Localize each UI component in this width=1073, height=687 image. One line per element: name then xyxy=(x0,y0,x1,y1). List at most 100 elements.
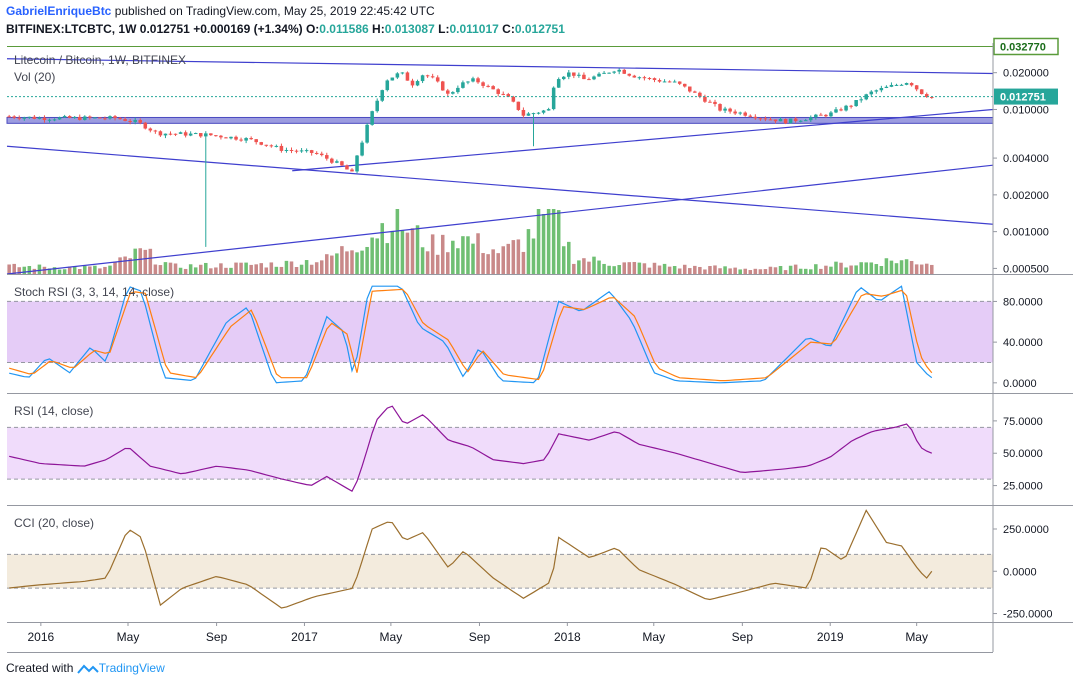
volume-bar xyxy=(677,268,682,274)
volume-bar xyxy=(713,265,717,274)
footer: Created with TradingView xyxy=(6,661,165,675)
candle-body xyxy=(98,117,102,119)
volume-bar xyxy=(335,253,339,274)
candle-body xyxy=(592,76,596,80)
volume-bar xyxy=(365,246,369,274)
candle-body xyxy=(405,72,410,81)
volume-bar xyxy=(7,264,11,274)
candle-body xyxy=(526,113,531,116)
volume-bar xyxy=(380,223,385,274)
volume-bar xyxy=(244,262,248,274)
candle-body xyxy=(723,108,727,111)
candle-body xyxy=(879,87,884,91)
volume-bar xyxy=(879,266,884,274)
volume-bar xyxy=(395,209,400,274)
time-tick-label: May xyxy=(642,630,665,644)
candle-body xyxy=(269,145,274,147)
candle-body xyxy=(919,89,924,95)
volume-bar xyxy=(229,267,233,274)
candle-body xyxy=(118,118,122,120)
time-tick-label: Sep xyxy=(732,630,754,644)
time-tick-label: May xyxy=(905,630,928,644)
candle-body xyxy=(239,139,243,141)
candle-body xyxy=(748,115,753,117)
last-price-label: 0.012751 xyxy=(1000,92,1046,104)
chart-canvas[interactable]: 0.020000 0.010000 0.004000 0.002000 0.001000… xyxy=(0,0,1073,660)
candle-body xyxy=(632,75,637,78)
volume-bar xyxy=(864,262,869,274)
volume-bar xyxy=(173,263,178,274)
time-tick-label: Sep xyxy=(206,630,228,644)
candle-body xyxy=(667,81,672,83)
candle-body xyxy=(178,132,183,134)
price-change: +0.000169 (+1.34%) xyxy=(193,22,303,36)
tradingview-brand[interactable]: TradingView xyxy=(98,661,165,675)
candle-body xyxy=(234,136,238,140)
volume-bar xyxy=(198,264,203,274)
volume-bar xyxy=(108,265,112,274)
candle-body xyxy=(798,120,803,122)
candle-body xyxy=(516,101,521,110)
candle-body xyxy=(335,161,339,163)
volume-bar xyxy=(798,268,803,274)
volume-bar xyxy=(239,262,243,274)
candle-body xyxy=(62,116,67,118)
volume-bar xyxy=(738,269,742,274)
volume-bar xyxy=(420,247,425,274)
volume-bar xyxy=(809,269,813,274)
volume-legend: Vol (20) xyxy=(14,70,55,84)
author-link[interactable]: GabrielEnriqueBtc xyxy=(6,4,112,18)
volume-bar xyxy=(178,267,183,274)
price-tick-label: 0.001000 xyxy=(1003,227,1049,239)
volume-bar xyxy=(506,243,511,274)
indicator-band xyxy=(7,427,993,480)
volume-bar xyxy=(884,258,889,274)
candle-body xyxy=(874,90,879,92)
indicator-tick-label: 0.0000 xyxy=(1003,566,1037,578)
candle-body xyxy=(809,117,813,121)
volume-bar xyxy=(274,266,279,274)
volume-bar xyxy=(698,266,702,274)
candle-body xyxy=(430,76,435,78)
volume-bar xyxy=(733,267,737,274)
candle-body xyxy=(889,84,894,87)
candle-body xyxy=(158,131,163,136)
volume-bar xyxy=(345,251,349,274)
candle-body xyxy=(803,120,808,122)
publish-text: published on TradingView.com, May 25, 20… xyxy=(111,4,435,18)
candle-body xyxy=(219,135,223,138)
close-value: 0.012751 xyxy=(514,22,565,36)
ath-price-label: 0.032770 xyxy=(1000,41,1046,53)
candle-body xyxy=(279,145,284,151)
volume-bar xyxy=(410,228,415,274)
candle-body xyxy=(622,69,627,74)
candle-body xyxy=(869,91,874,95)
volume-bar xyxy=(214,267,218,274)
volume-bar xyxy=(763,269,768,274)
candle-body xyxy=(672,81,677,83)
candle-body xyxy=(914,85,919,90)
volume-bar xyxy=(22,266,27,274)
candle-body xyxy=(496,89,500,94)
candle-body xyxy=(17,117,22,119)
volume-bar xyxy=(612,266,616,274)
candle-body xyxy=(319,153,324,156)
volume-bar xyxy=(501,246,506,274)
volume-bar xyxy=(188,264,193,274)
candle-body xyxy=(88,116,92,118)
candle-body xyxy=(536,112,541,114)
candle-body xyxy=(113,116,117,119)
volume-bar xyxy=(98,268,102,274)
candle-body xyxy=(93,117,97,119)
volume-bar xyxy=(360,250,364,274)
volume-bar xyxy=(561,246,566,274)
candle-body xyxy=(642,77,647,79)
volume-bar xyxy=(521,251,526,274)
candle-body xyxy=(380,90,385,101)
publish-info: GabrielEnriqueBtc published on TradingVi… xyxy=(6,4,435,18)
volume-bar xyxy=(446,252,450,274)
candle-body xyxy=(561,76,566,80)
volume-bar xyxy=(390,230,395,274)
volume-bar xyxy=(269,262,274,274)
indicator-line-cci xyxy=(9,509,933,609)
